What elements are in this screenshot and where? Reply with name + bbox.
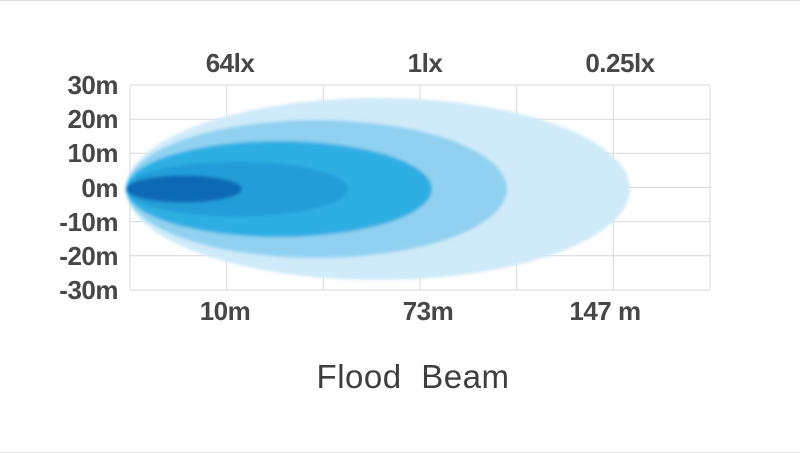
lux-label-1lx: 1lx: [407, 48, 443, 78]
chart-title: Flood Beam: [316, 358, 510, 395]
x-tick-147m: 147 m: [569, 296, 641, 326]
lux-label-64lx: 64lx: [205, 48, 255, 78]
y-tick-0m: 0m: [81, 172, 118, 203]
y-tick-neg20m: -20m: [59, 241, 118, 271]
top-divider: [0, 0, 800, 1]
y-tick-neg30m: -30m: [59, 275, 118, 305]
beam-contours: [126, 98, 630, 280]
x-tick-10m: 10m: [199, 296, 251, 326]
y-tick-30m: 30m: [67, 70, 118, 100]
y-tick-10m: 10m: [67, 138, 118, 168]
beam-contour-64lx-hotspot: [126, 175, 242, 203]
y-tick-20m: 20m: [67, 104, 118, 134]
lux-label-025lx: 0.25lx: [585, 48, 655, 78]
x-tick-73m: 73m: [402, 296, 454, 326]
y-tick-neg10m: -10m: [59, 207, 118, 237]
